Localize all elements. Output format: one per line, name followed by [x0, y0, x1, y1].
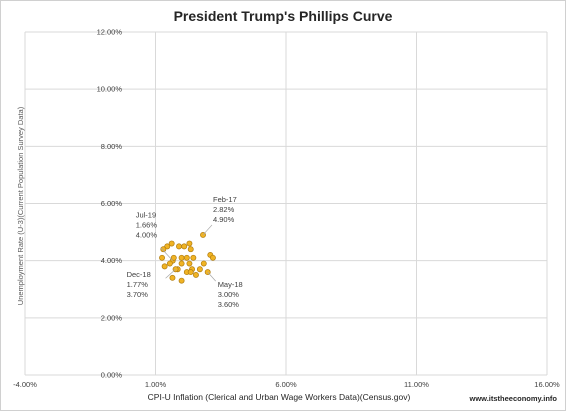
y-tick-label: 0.00%	[101, 371, 123, 380]
annotation-leader	[165, 268, 176, 279]
data-point	[178, 254, 185, 261]
annotation-label: Feb-17	[213, 195, 237, 204]
data-point	[161, 263, 168, 270]
x-tick-label: 1.00%	[145, 380, 167, 389]
data-point	[193, 272, 199, 278]
annotation-label: 1.66%	[136, 221, 158, 230]
x-tick-label: 11.00%	[404, 380, 429, 389]
annotation-leader	[160, 247, 173, 261]
x-tick-label: 16.00%	[534, 380, 560, 389]
y-tick-label: 8.00%	[101, 142, 123, 151]
annotation-label: 4.00%	[136, 231, 158, 240]
annotation-label: 4.90%	[213, 215, 235, 224]
data-point	[170, 254, 177, 261]
data-point	[178, 277, 185, 284]
annotation-label: 1.77%	[127, 280, 149, 289]
y-tick-label: 4.00%	[101, 256, 123, 265]
y-tick-label: 12.00%	[97, 28, 123, 37]
data-point	[166, 260, 173, 267]
chart-title: President Trump's Phillips Curve	[174, 8, 393, 24]
y-tick-label: 6.00%	[101, 199, 123, 208]
source-label: www.itstheeconomy.info	[468, 394, 557, 403]
data-point	[159, 254, 165, 261]
data-point	[181, 243, 188, 250]
annotation-label: 3.70%	[127, 290, 149, 299]
x-axis-title: CPI-U Inflation (Clerical and Urban Wage…	[148, 392, 411, 402]
y-axis-title: Unemployment Rate (U-3)(Current Populati…	[16, 106, 25, 305]
data-point	[190, 254, 197, 261]
annotation-label: Jul-19	[136, 211, 156, 220]
annotation-label: 3.60%	[218, 300, 240, 309]
data-point	[178, 260, 185, 267]
scatter-points	[159, 231, 216, 284]
data-point	[186, 260, 193, 267]
data-point	[209, 254, 216, 261]
y-tick-label: 2.00%	[101, 313, 123, 322]
data-point	[200, 260, 207, 267]
x-tick-label: 6.00%	[275, 380, 297, 389]
annotations: Feb-172.82%4.90% Jul-191.66%4.00% Dec-181.…	[127, 195, 243, 309]
gridlines	[24, 31, 548, 376]
data-point	[160, 246, 167, 253]
annotation-label: May-18	[218, 280, 243, 289]
data-point	[186, 240, 193, 247]
annotation-leader	[202, 224, 213, 236]
data-point	[164, 243, 171, 250]
data-point	[187, 246, 194, 253]
data-point	[169, 274, 176, 281]
annotation-leader	[207, 271, 216, 282]
data-point	[176, 243, 182, 250]
x-tick-label: -4.00%	[13, 380, 37, 389]
annotation-label: 3.00%	[218, 290, 240, 299]
y-tick-label: 10.00%	[97, 85, 123, 94]
tick-labels: -4.00% 1.00% 6.00% 11.00% 16.00% 0.00% 2.00% 4.…	[13, 28, 560, 390]
data-point	[196, 266, 203, 273]
data-point	[183, 254, 190, 261]
data-point	[187, 269, 194, 276]
data-point	[168, 240, 175, 247]
annotation-label: Dec-18	[127, 270, 151, 279]
annotation-label: 2.82%	[213, 205, 235, 214]
